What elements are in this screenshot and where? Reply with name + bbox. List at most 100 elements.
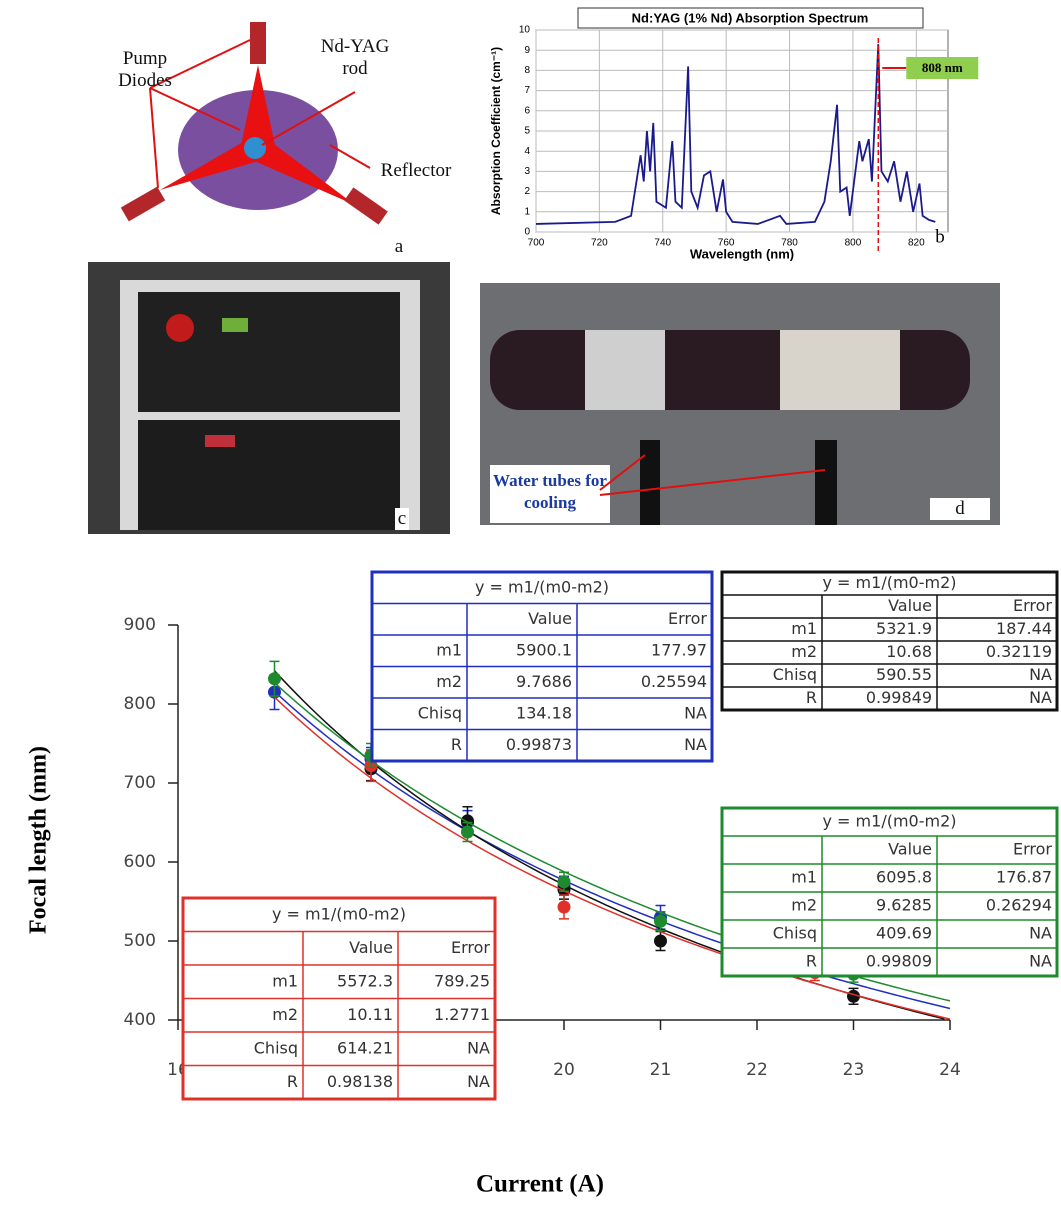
y-tick-label: 10 — [519, 25, 531, 36]
y-tick-label: 9 — [524, 45, 530, 56]
tube — [815, 440, 837, 525]
table-title: y = m1/(m0-m2) — [475, 577, 609, 596]
table-cell: 590.55 — [876, 665, 932, 684]
table-cell: 614.21 — [337, 1038, 393, 1057]
diode — [344, 187, 388, 225]
label-sticker — [780, 330, 900, 410]
diagram-a — [120, 22, 388, 225]
table-cell: 5900.1 — [516, 640, 572, 659]
arrows — [599, 454, 826, 496]
tube — [640, 440, 660, 525]
x-tick-label: 20 — [553, 1060, 575, 1080]
data-point — [461, 825, 474, 839]
table-cell: m2 — [436, 672, 462, 691]
x-axis-label: Current (A) — [476, 1171, 604, 1198]
table-title: y = m1/(m0-m2) — [823, 573, 957, 592]
table-cell: m1 — [791, 619, 817, 638]
x-tick-label: 22 — [746, 1060, 768, 1080]
table-cell: 10.68 — [886, 642, 932, 661]
table-cell: m1 — [272, 971, 298, 990]
fit-table: y = m1/(m0-m2) Value Error m1 5572.3 789.25 m2… — [181, 896, 497, 1101]
fit-curve — [273, 696, 951, 1020]
table-cell: 9.7686 — [516, 672, 572, 691]
table-title: y = m1/(m0-m2) — [272, 904, 406, 923]
y-axis-label: Absorption Coefficient (cm⁻¹) — [489, 47, 503, 215]
panel-letter: d — [930, 498, 990, 520]
y-tick-label: 800 — [124, 694, 156, 714]
y-tick-label: 700 — [124, 773, 156, 793]
unit — [138, 420, 400, 530]
y-tick-label: 500 — [124, 931, 156, 951]
table-cell: m2 — [791, 642, 817, 661]
table-cell: m2 — [791, 896, 817, 915]
spectrum-line — [535, 44, 936, 225]
table-header: Value — [528, 609, 572, 628]
table-cell: NA — [467, 1072, 490, 1091]
annotation: 808 nm — [922, 60, 963, 75]
fit-curve — [273, 690, 951, 1010]
fit-table: y = m1/(m0-m2) Value Error m1 6095.8 176.87 m2… — [720, 806, 1059, 978]
y-tick-label: 400 — [124, 1010, 156, 1030]
pump-beam — [252, 138, 355, 205]
display — [205, 435, 235, 447]
table-cell: m1 — [791, 868, 817, 887]
display — [222, 318, 248, 332]
table-cell: m1 — [436, 640, 462, 659]
table-cell: 0.32119 — [986, 642, 1052, 661]
table-cell: R — [806, 952, 817, 971]
diode — [120, 186, 166, 222]
table-header: Error — [668, 609, 707, 628]
x-tick-label: 700 — [528, 238, 545, 249]
table-cell: m2 — [272, 1005, 298, 1024]
table-cell: 6095.8 — [876, 868, 932, 887]
data-point — [557, 900, 571, 914]
x-tick-label: 24 — [939, 1060, 961, 1080]
pump-beam — [160, 138, 262, 190]
x-tick-label: 23 — [843, 1060, 865, 1080]
table-cell: 0.99873 — [506, 735, 572, 754]
unit — [138, 292, 400, 412]
x-tick-label: 740 — [654, 238, 671, 249]
photo-c — [88, 262, 450, 534]
pump-beam — [240, 65, 276, 150]
rod — [244, 137, 266, 159]
table-cell: NA — [1029, 688, 1052, 707]
table-cell: R — [287, 1072, 298, 1091]
arrows — [149, 39, 371, 189]
button — [166, 314, 194, 342]
table-cell: 0.98138 — [327, 1072, 393, 1091]
label: Pump Diodes — [118, 48, 172, 91]
table-cell: NA — [1029, 952, 1052, 971]
x-tick-label: 760 — [718, 238, 735, 249]
x-axis-label: Wavelength (nm) — [690, 246, 794, 261]
table-cell: 1.2771 — [434, 1005, 490, 1024]
label: Reflector — [380, 160, 452, 181]
fit-table: y = m1/(m0-m2) Value Error m1 5321.9 187.44 m2… — [720, 570, 1059, 712]
callout-box — [490, 465, 610, 523]
table-cell: 10.11 — [347, 1005, 393, 1024]
y-tick-label: 3 — [524, 166, 530, 177]
x-tick-label: 720 — [591, 238, 608, 249]
table-cell: 0.99849 — [866, 688, 932, 707]
table-cell: NA — [467, 1038, 490, 1057]
table-cell: 0.26294 — [986, 896, 1052, 915]
chart-title: Nd:YAG (1% Nd) Absorption Spectrum — [632, 10, 869, 25]
table-cell: NA — [1029, 665, 1052, 684]
y-tick-label: 4 — [524, 146, 530, 157]
panel-letter: c — [395, 508, 409, 530]
table-header: Value — [349, 938, 393, 957]
table-cell: 187.44 — [996, 619, 1052, 638]
fit-table: y = m1/(m0-m2) Value Error m1 5900.1 177.97 m2… — [370, 570, 714, 763]
title-box — [577, 7, 924, 29]
data-point — [557, 875, 571, 889]
table-title: y = m1/(m0-m2) — [823, 812, 957, 831]
table-header: Error — [1013, 596, 1052, 615]
y-tick-label: 0 — [524, 227, 530, 238]
panel-letter: b — [935, 226, 945, 247]
y-tick-label: 5 — [524, 126, 530, 137]
table-cell: 0.25594 — [641, 672, 707, 691]
data-point — [654, 914, 667, 928]
table-cell: NA — [684, 703, 707, 722]
